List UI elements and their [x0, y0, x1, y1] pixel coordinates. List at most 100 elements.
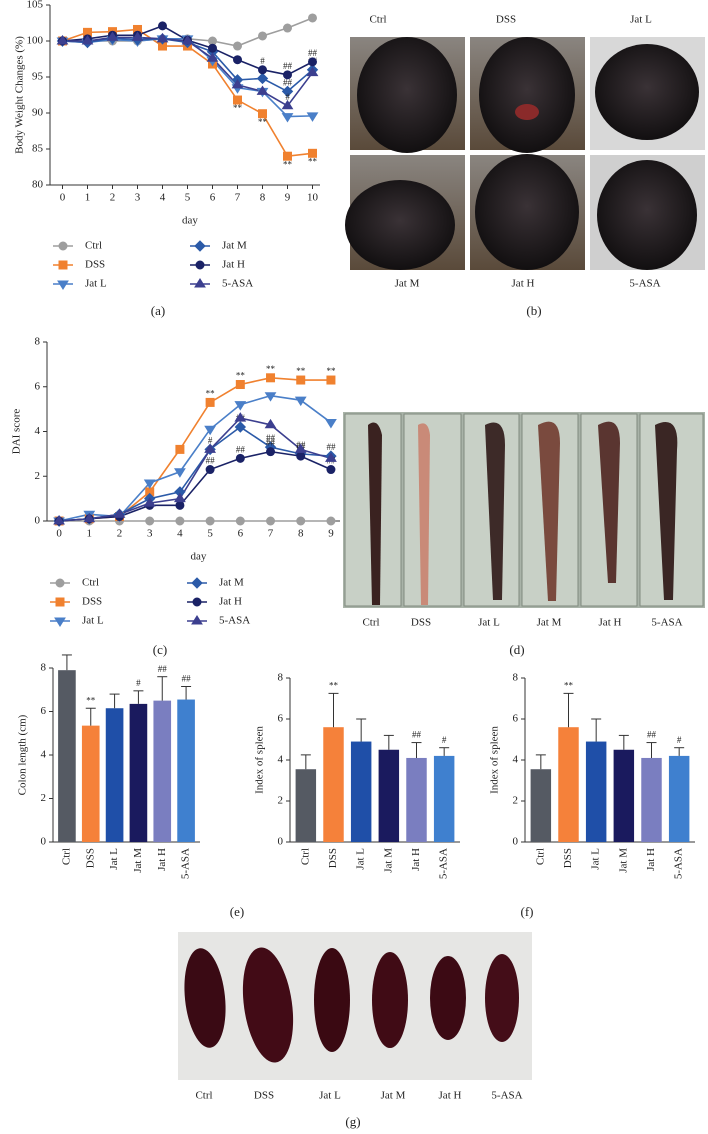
x-tick-label: 4	[177, 528, 183, 540]
marker	[308, 148, 317, 158]
panel-caption: (d)	[509, 642, 524, 657]
significance-label: ##	[283, 77, 293, 87]
x-tick-label: 7	[268, 528, 274, 540]
marker	[158, 21, 167, 31]
spleen-photo	[178, 932, 532, 1080]
legend-label: 5-ASA	[222, 278, 253, 290]
marker	[326, 375, 336, 385]
marker	[283, 23, 292, 33]
x-tick-label: 9	[285, 192, 291, 204]
marker	[175, 516, 185, 526]
y-axis-label: Body Weight Changes (%)	[14, 36, 26, 154]
marker	[194, 240, 206, 252]
marker	[145, 516, 155, 526]
bar	[668, 755, 690, 842]
y-tick-label: 6	[35, 380, 41, 392]
significance-label: **	[564, 680, 574, 690]
marker	[205, 465, 215, 475]
bar	[295, 769, 317, 842]
legend-label: Ctrl	[85, 240, 102, 252]
marker	[233, 95, 242, 105]
marker	[106, 31, 119, 41]
y-axis-label: Index of spleen	[254, 726, 266, 794]
y-tick-label: 0	[41, 836, 47, 848]
marker	[264, 418, 277, 429]
y-tick-label: 90	[32, 107, 44, 119]
spleen	[242, 947, 294, 1063]
significance-label: ##	[283, 61, 293, 71]
y-axis-label: Index of spleen	[489, 726, 501, 794]
marker	[174, 468, 186, 478]
significance-label: **	[206, 388, 216, 398]
bar	[433, 755, 455, 842]
significance-label: #	[136, 678, 141, 688]
marker	[204, 425, 217, 436]
bar	[530, 769, 552, 842]
photo-label: DSS	[411, 617, 431, 629]
y-tick-label: 85	[32, 143, 44, 155]
marker	[283, 151, 292, 161]
marker	[53, 515, 65, 525]
bar	[406, 757, 427, 842]
y-tick-label: 95	[32, 71, 44, 83]
significance-label: **	[258, 117, 268, 127]
marker	[143, 479, 156, 489]
marker	[58, 260, 68, 270]
bar	[105, 708, 124, 842]
marker	[54, 617, 66, 627]
x-tick-label: DSS	[84, 848, 96, 868]
marker	[233, 55, 242, 65]
marker	[296, 451, 306, 461]
x-tick-label: Jat L	[355, 848, 367, 870]
x-tick-label: 10	[307, 192, 319, 204]
bar	[641, 757, 662, 842]
marker	[296, 375, 306, 385]
panel-caption: (c)	[153, 642, 167, 657]
x-tick-label: Ctrl	[60, 848, 72, 865]
x-tick-label: Jat H	[156, 848, 168, 871]
y-tick-label: 2	[41, 792, 47, 804]
marker	[208, 43, 217, 53]
bar	[153, 700, 172, 842]
significance-label: #	[208, 435, 213, 445]
marker	[234, 421, 247, 433]
significance-label: **	[86, 695, 96, 705]
significance-label: **	[236, 371, 246, 381]
spleen	[485, 954, 519, 1042]
bar	[378, 749, 400, 842]
marker	[266, 447, 276, 457]
marker	[296, 516, 306, 526]
x-tick-label: 4	[160, 192, 166, 204]
marker	[55, 597, 65, 607]
x-tick-label: 7	[235, 192, 241, 204]
legend-label: DSS	[82, 596, 102, 608]
significance-label: ##	[412, 730, 422, 740]
bar	[558, 727, 579, 842]
panel-caption: (g)	[345, 1114, 360, 1129]
x-tick-label: 0	[60, 192, 66, 204]
marker	[113, 508, 126, 518]
bar	[323, 727, 344, 842]
y-tick-label: 8	[278, 672, 284, 684]
marker	[181, 35, 194, 45]
marker	[264, 392, 277, 402]
x-tick-label: DSS	[562, 848, 574, 868]
marker	[57, 280, 69, 290]
panel-caption: (b)	[526, 303, 541, 318]
panel-caption: (f)	[521, 904, 534, 919]
marker	[174, 492, 186, 503]
bar	[81, 725, 100, 842]
significance-label: ##	[158, 664, 168, 674]
marker	[235, 453, 245, 463]
significance-label: ##	[308, 48, 318, 58]
x-tick-label: 2	[117, 528, 123, 540]
spleen	[430, 956, 466, 1040]
photo-label: 5-ASA	[629, 278, 660, 290]
series-line	[58, 394, 332, 522]
colon-photo	[343, 412, 705, 608]
marker	[194, 278, 206, 288]
legend-label: 5-ASA	[219, 615, 250, 627]
mouse	[357, 37, 457, 153]
photo-label: Ctrl	[369, 14, 386, 26]
x-tick-label: 6	[238, 528, 244, 540]
